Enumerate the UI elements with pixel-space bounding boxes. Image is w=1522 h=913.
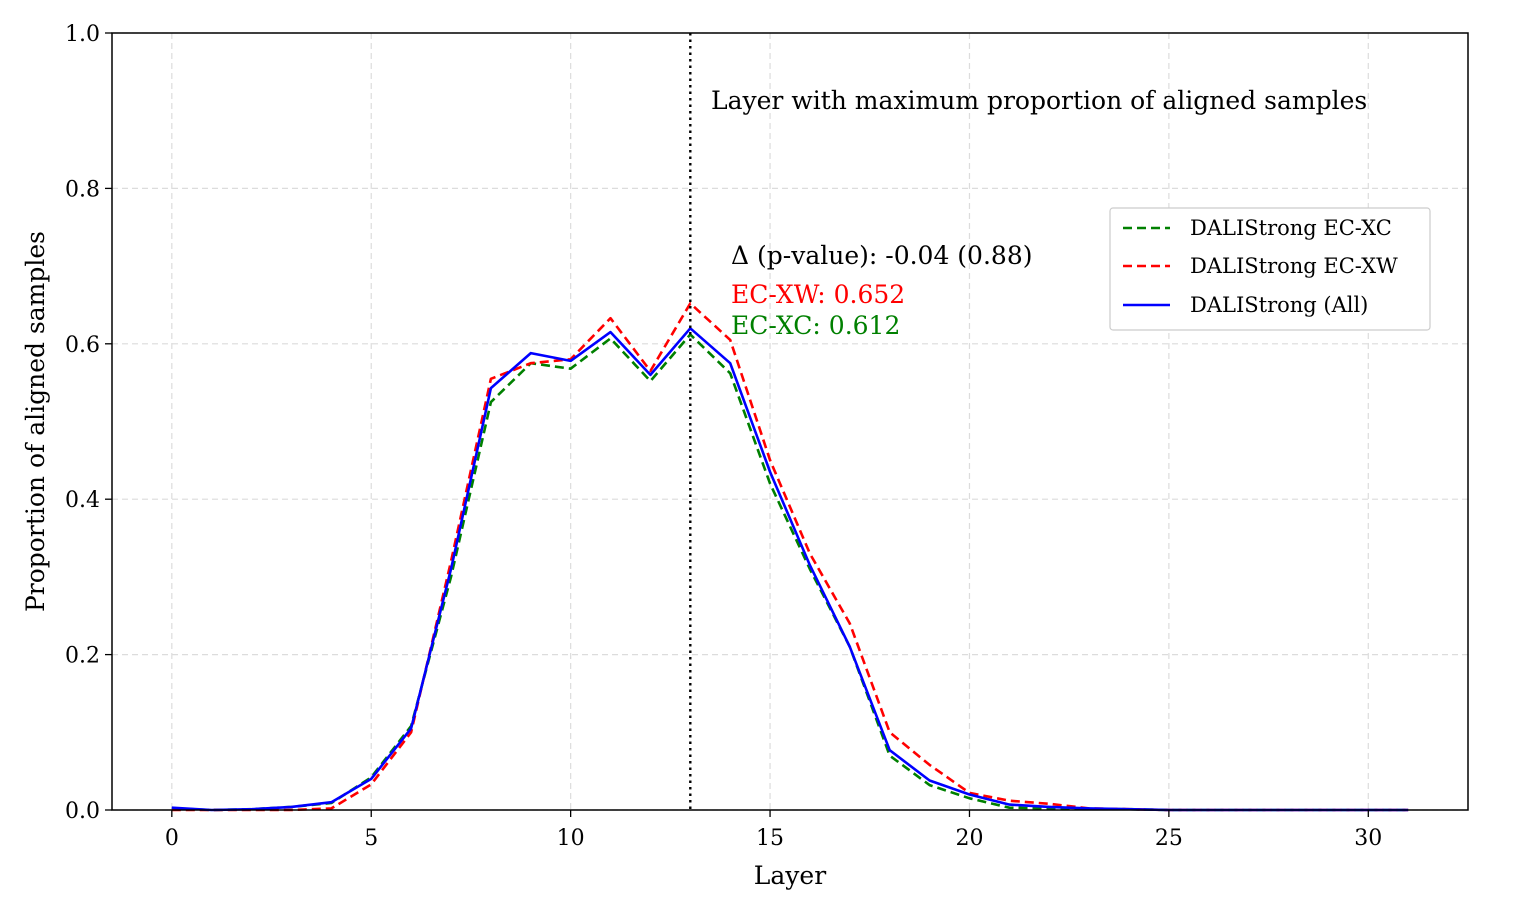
legend-box bbox=[1109, 207, 1431, 331]
x-tick-label: 5 bbox=[364, 826, 378, 851]
y-axis-label: Proportion of aligned samples bbox=[21, 231, 50, 612]
y-tick-label: 1.0 bbox=[65, 22, 100, 47]
x-tick-label: 20 bbox=[955, 826, 983, 851]
legend-label-ec-xw: DALIStrong EC-XW bbox=[1190, 254, 1398, 278]
series-line-ec-xc bbox=[171, 333, 1409, 812]
x-tick-label: 30 bbox=[1354, 826, 1382, 851]
x-tick-label: 15 bbox=[756, 826, 784, 851]
legend-label-ec-xc: DALIStrong EC-XC bbox=[1190, 216, 1392, 240]
legend-label-all: DALIStrong (All) bbox=[1190, 293, 1368, 317]
x-axis-label: Layer bbox=[754, 861, 826, 890]
series-line-all bbox=[171, 326, 1409, 812]
x-tick-label: 10 bbox=[557, 826, 585, 851]
series-lines bbox=[171, 302, 1409, 812]
y-tick-label: 0.4 bbox=[65, 488, 100, 513]
x-tick-label: 0 bbox=[165, 826, 179, 851]
max-layer-label: Layer with maximum proportion of aligned… bbox=[711, 86, 1367, 115]
legend: DALIStrong EC-XC DALIStrong EC-XW DALISt… bbox=[1109, 207, 1431, 331]
x-tick-label: 25 bbox=[1155, 826, 1183, 851]
y-tick-label: 0.2 bbox=[65, 644, 100, 669]
y-tick-label: 0.6 bbox=[65, 333, 100, 358]
delta-pvalue-annotation: Δ (p-value): -0.04 (0.88) bbox=[731, 241, 1032, 270]
y-tick-label: 0.8 bbox=[65, 177, 100, 202]
axis-ticks: 0 5 10 15 20 25 30 0.0 0.2 0.4 0.6 0.8 1.0 bbox=[65, 22, 1382, 851]
series-line-ec-xw bbox=[171, 302, 1409, 812]
ec-xc-annotation: EC-XC: 0.612 bbox=[731, 311, 900, 340]
y-tick-label: 0.0 bbox=[65, 799, 100, 824]
ec-xw-annotation: EC-XW: 0.652 bbox=[731, 280, 905, 309]
grid-lines bbox=[112, 32, 1468, 811]
plot-frame bbox=[111, 32, 1469, 811]
